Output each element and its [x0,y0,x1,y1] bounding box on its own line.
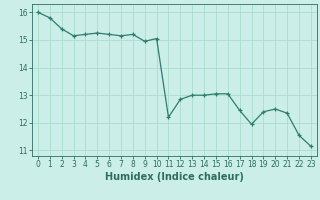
X-axis label: Humidex (Indice chaleur): Humidex (Indice chaleur) [105,172,244,182]
